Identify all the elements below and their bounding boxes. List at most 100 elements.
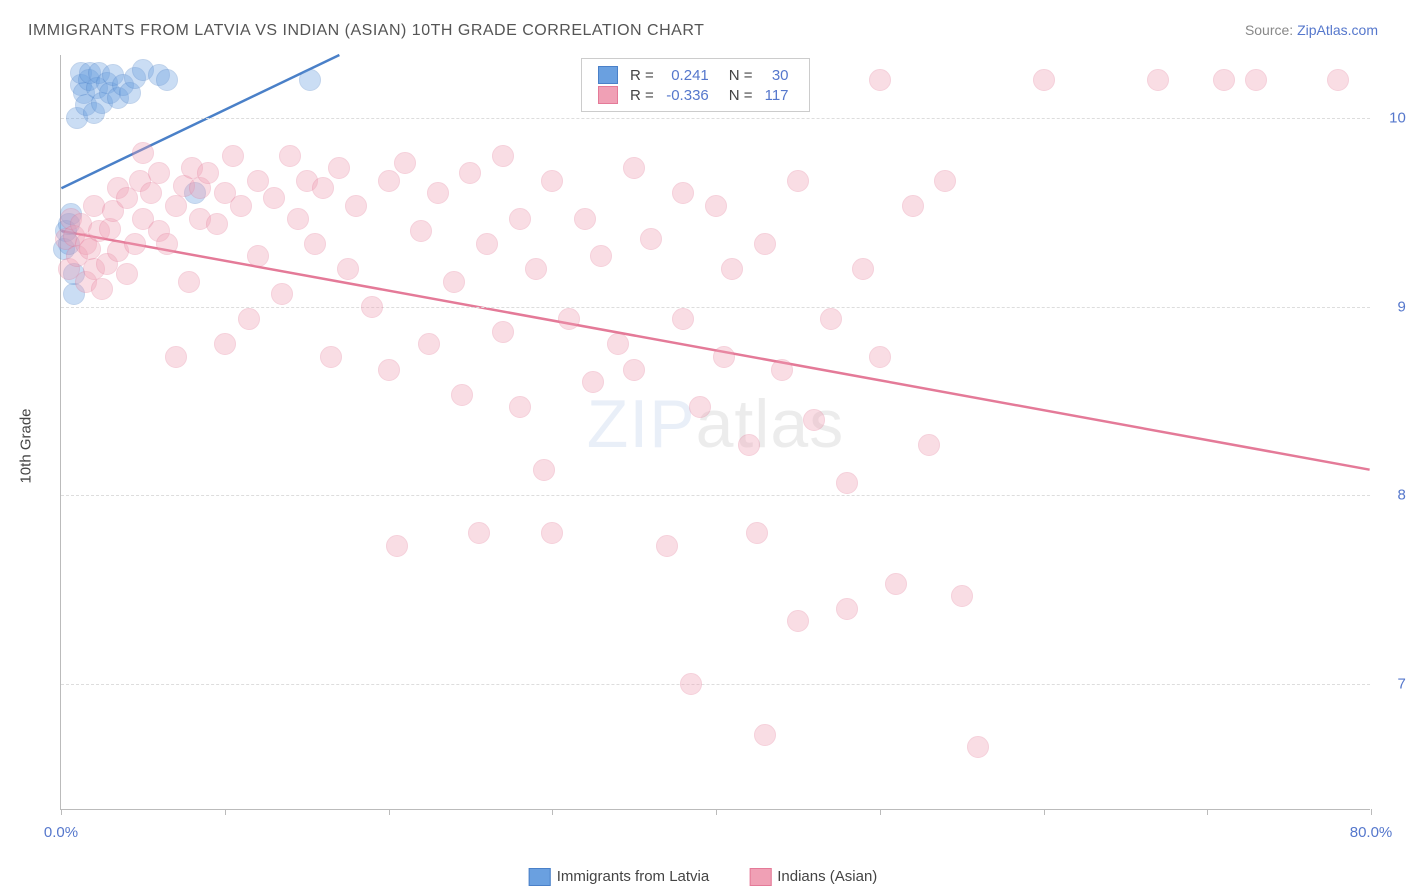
corr-r-value-latvia: 0.241	[660, 65, 715, 85]
scatter-point-indian	[165, 346, 187, 368]
scatter-point-indian	[476, 233, 498, 255]
ytick-label: 100.0%	[1380, 109, 1406, 126]
scatter-point-indian	[885, 573, 907, 595]
swatch-latvia	[598, 66, 618, 84]
scatter-point-indian	[378, 359, 400, 381]
scatter-point-indian	[361, 296, 383, 318]
swatch-indian	[598, 86, 618, 104]
scatter-point-indian	[754, 233, 776, 255]
scatter-point-indian	[287, 208, 309, 230]
xtick-label: 0.0%	[44, 824, 78, 841]
scatter-point-indian	[1327, 69, 1349, 91]
scatter-point-indian	[902, 195, 924, 217]
correlation-box: R =0.241N =30R =-0.336N =117	[581, 58, 810, 112]
scatter-point-indian	[672, 308, 694, 330]
xtick	[61, 809, 62, 815]
corr-r-label: R =	[624, 85, 660, 105]
scatter-point-indian	[222, 145, 244, 167]
legend-swatch-indian	[749, 868, 771, 886]
corr-n-value-indian: 117	[759, 85, 795, 105]
corr-n-label: N =	[715, 85, 759, 105]
scatter-point-indian	[918, 434, 940, 456]
scatter-point-indian	[304, 233, 326, 255]
scatter-point-indian	[247, 170, 269, 192]
scatter-point-indian	[443, 271, 465, 293]
scatter-point-indian	[746, 522, 768, 544]
correlation-table: R =0.241N =30R =-0.336N =117	[592, 65, 795, 105]
scatter-point-indian	[590, 245, 612, 267]
scatter-point-indian	[178, 271, 200, 293]
source-attribution: Source: ZipAtlas.com	[1245, 22, 1378, 38]
source-link[interactable]: ZipAtlas.com	[1297, 22, 1378, 38]
scatter-point-indian	[410, 220, 432, 242]
scatter-point-indian	[247, 245, 269, 267]
scatter-point-indian	[140, 182, 162, 204]
scatter-point-indian	[91, 278, 113, 300]
scatter-point-indian	[386, 535, 408, 557]
scatter-point-indian	[836, 598, 858, 620]
corr-n-label: N =	[715, 65, 759, 85]
scatter-point-indian	[656, 535, 678, 557]
scatter-point-indian	[852, 258, 874, 280]
scatter-point-latvia	[156, 69, 178, 91]
scatter-point-indian	[541, 170, 563, 192]
scatter-point-indian	[541, 522, 563, 544]
scatter-point-indian	[934, 170, 956, 192]
scatter-point-indian	[607, 333, 629, 355]
scatter-point-indian	[623, 157, 645, 179]
scatter-point-indian	[713, 346, 735, 368]
scatter-point-indian	[509, 208, 531, 230]
scatter-point-indian	[574, 208, 596, 230]
xtick	[1044, 809, 1045, 815]
scatter-point-indian	[116, 263, 138, 285]
scatter-point-indian	[771, 359, 793, 381]
scatter-point-indian	[492, 145, 514, 167]
scatter-point-indian	[148, 162, 170, 184]
scatter-point-indian	[83, 195, 105, 217]
scatter-point-indian	[320, 346, 342, 368]
corr-n-value-latvia: 30	[759, 65, 795, 85]
scatter-point-indian	[525, 258, 547, 280]
scatter-point-indian	[279, 145, 301, 167]
legend-swatch-latvia	[529, 868, 551, 886]
corr-r-value-indian: -0.336	[660, 85, 715, 105]
scatter-point-indian	[1147, 69, 1169, 91]
xtick-label: 80.0%	[1350, 824, 1393, 841]
scatter-point-indian	[754, 724, 776, 746]
scatter-point-indian	[705, 195, 727, 217]
legend-item-latvia: Immigrants from Latvia	[529, 868, 710, 886]
scatter-point-indian	[238, 308, 260, 330]
xtick	[389, 809, 390, 815]
scatter-point-indian	[345, 195, 367, 217]
legend-label-indian: Indians (Asian)	[777, 868, 877, 885]
scatter-point-indian	[680, 673, 702, 695]
legend: Immigrants from Latvia Indians (Asian)	[509, 868, 898, 886]
xtick	[716, 809, 717, 815]
scatter-point-indian	[689, 396, 711, 418]
scatter-point-indian	[1213, 69, 1235, 91]
scatter-point-indian	[623, 359, 645, 381]
chart-title: IMMIGRANTS FROM LATVIA VS INDIAN (ASIAN)…	[28, 22, 704, 40]
scatter-point-indian	[582, 371, 604, 393]
scatter-point-indian	[427, 182, 449, 204]
corr-row-latvia: R =0.241N =30	[592, 65, 795, 85]
chart-container: IMMIGRANTS FROM LATVIA VS INDIAN (ASIAN)…	[0, 0, 1406, 892]
xtick	[880, 809, 881, 815]
plot-svg	[61, 55, 1370, 809]
scatter-point-indian	[378, 170, 400, 192]
scatter-point-indian	[206, 213, 228, 235]
gridline	[61, 495, 1370, 496]
source-label: Source:	[1245, 22, 1297, 38]
scatter-point-indian	[165, 195, 187, 217]
xtick	[225, 809, 226, 815]
scatter-point-indian	[459, 162, 481, 184]
scatter-point-indian	[124, 233, 146, 255]
scatter-point-indian	[197, 162, 219, 184]
scatter-point-indian	[967, 736, 989, 758]
scatter-point-indian	[836, 472, 858, 494]
xtick	[1207, 809, 1208, 815]
scatter-point-indian	[271, 283, 293, 305]
scatter-point-indian	[492, 321, 514, 343]
ytick-label: 77.5%	[1380, 676, 1406, 693]
scatter-point-indian	[951, 585, 973, 607]
